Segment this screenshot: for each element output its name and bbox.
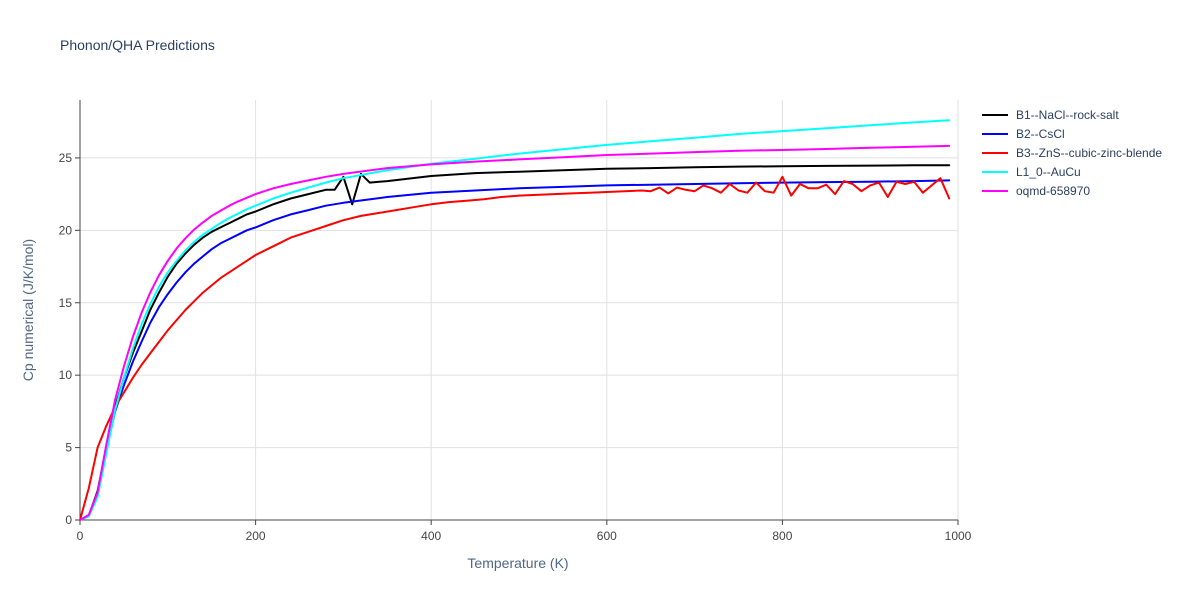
x-tick-label: 1000 bbox=[945, 529, 972, 543]
legend-item[interactable]: B2--CsCl bbox=[982, 127, 1065, 141]
y-tick-label: 0 bbox=[65, 513, 72, 527]
x-tick-label: 600 bbox=[597, 529, 617, 543]
series-line-2[interactable] bbox=[79, 179, 951, 521]
axis-layer: 0 200 400 600 800 1000 0 5 10 15 20 25 bbox=[59, 100, 972, 543]
legend-item[interactable]: L1_0--AuCu bbox=[982, 165, 1081, 179]
legend[interactable]: B1--NaCl--rock-salt B2--CsCl B3--ZnS--cubi… bbox=[982, 108, 1162, 198]
x-tick-label: 400 bbox=[421, 529, 441, 543]
legend-label: L1_0--AuCu bbox=[1016, 165, 1081, 179]
x-tick-label: 200 bbox=[246, 529, 266, 543]
legend-item[interactable]: oqmd-658970 bbox=[982, 184, 1090, 198]
series-line-3[interactable] bbox=[79, 175, 951, 521]
series-line-5[interactable] bbox=[79, 144, 951, 521]
y-tick-label: 15 bbox=[59, 296, 73, 310]
chart-title: Phonon/QHA Predictions bbox=[60, 37, 215, 53]
y-tick-label: 5 bbox=[65, 441, 72, 455]
x-axis-title: Temperature (K) bbox=[467, 555, 568, 571]
series-line-4[interactable] bbox=[79, 119, 951, 521]
grid-layer bbox=[80, 100, 959, 520]
legend-label: B3--ZnS--cubic-zinc-blende bbox=[1016, 146, 1162, 160]
legend-label: B2--CsCl bbox=[1016, 127, 1065, 141]
legend-item[interactable]: B3--ZnS--cubic-zinc-blende bbox=[982, 146, 1162, 160]
legend-label: B1--NaCl--rock-salt bbox=[1016, 108, 1119, 122]
x-tick-label: 800 bbox=[772, 529, 792, 543]
y-tick-label: 10 bbox=[59, 368, 73, 382]
series-layer bbox=[79, 119, 951, 521]
legend-label: oqmd-658970 bbox=[1016, 184, 1090, 198]
y-tick-label: 25 bbox=[59, 151, 73, 165]
y-tick-label: 20 bbox=[59, 223, 73, 237]
y-axis-title: Cp numerical (J/K/mol) bbox=[20, 239, 36, 381]
x-tick-label: 0 bbox=[77, 529, 84, 543]
series-line-1[interactable] bbox=[79, 164, 951, 521]
legend-item[interactable]: B1--NaCl--rock-salt bbox=[982, 108, 1119, 122]
